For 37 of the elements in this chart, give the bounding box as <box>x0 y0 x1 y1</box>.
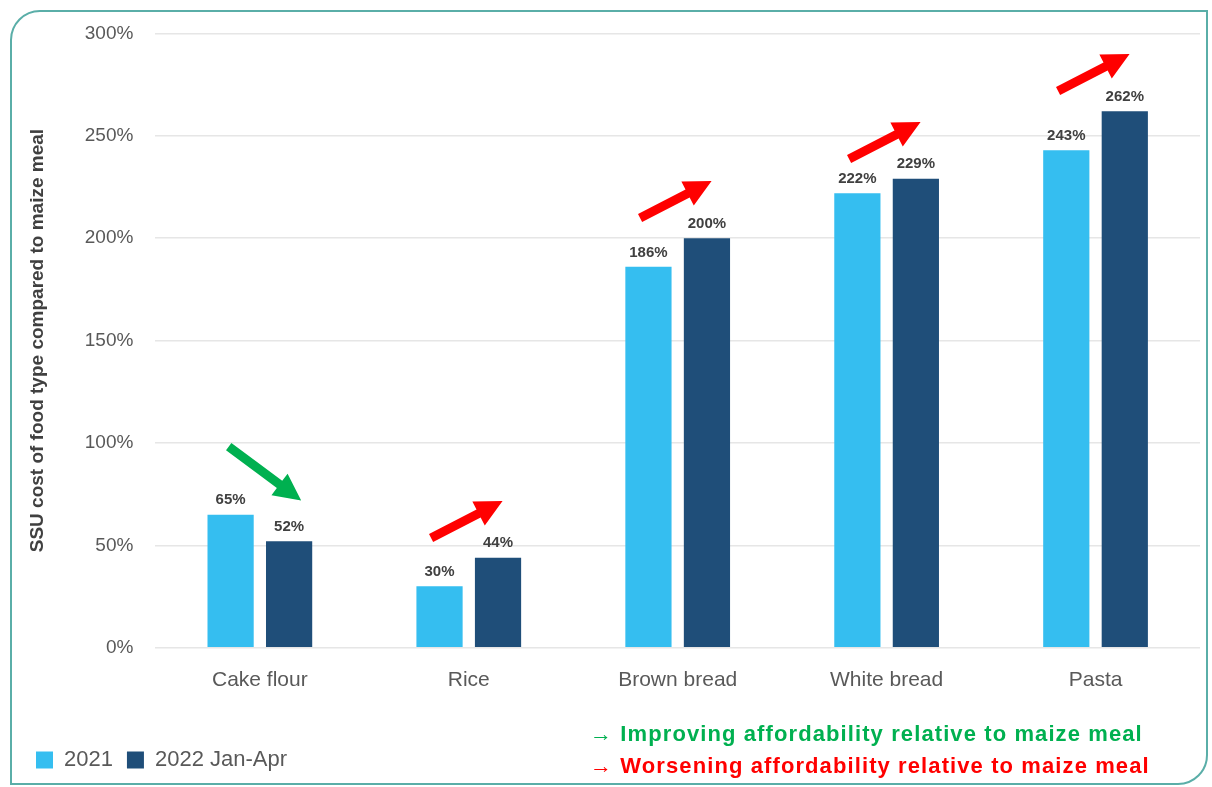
x-tick-label: Cake flour <box>212 667 308 691</box>
bar <box>892 178 939 648</box>
data-label: 65% <box>215 490 246 508</box>
data-label: 222% <box>838 168 877 186</box>
data-label: 52% <box>274 516 305 534</box>
data-label: 200% <box>687 213 727 231</box>
data-label: 262% <box>1105 86 1144 104</box>
legend-label: 2021 <box>64 746 113 772</box>
bar <box>683 238 731 648</box>
bar <box>266 541 313 648</box>
text: → Improving affordability relative to maize meal <box>590 721 1143 747</box>
data-label: 243% <box>1047 125 1086 143</box>
bar <box>416 586 463 648</box>
bar <box>625 266 672 648</box>
y-tick-label: 200% <box>84 226 134 248</box>
x-tick-label: Rice <box>447 667 490 691</box>
bar <box>1101 111 1148 648</box>
bar <box>474 557 522 648</box>
bar <box>1043 150 1090 648</box>
y-axis-title: SSU cost of food type compared to maize meal <box>25 128 47 553</box>
y-tick-label: 100% <box>84 431 134 453</box>
y-tick-label: 50% <box>95 533 134 555</box>
legend-label: 2022 Jan-Apr <box>154 746 288 772</box>
x-tick-label: Pasta <box>1068 667 1123 691</box>
y-tick-label: 0% <box>105 636 134 658</box>
y-tick-label: 150% <box>84 328 134 350</box>
text: → Worsening affordability relative to maize meal <box>590 753 1150 779</box>
x-tick-label: White bread <box>830 667 944 691</box>
y-tick-label: 250% <box>84 124 134 146</box>
data-label: 44% <box>483 533 514 551</box>
y-tick-label: 300% <box>84 21 134 43</box>
bar <box>207 514 254 648</box>
data-label: 229% <box>896 154 936 172</box>
bar <box>834 193 881 648</box>
data-label: 30% <box>424 562 455 579</box>
data-label: 186% <box>629 242 668 260</box>
x-tick-label: Brown bread <box>618 667 738 691</box>
